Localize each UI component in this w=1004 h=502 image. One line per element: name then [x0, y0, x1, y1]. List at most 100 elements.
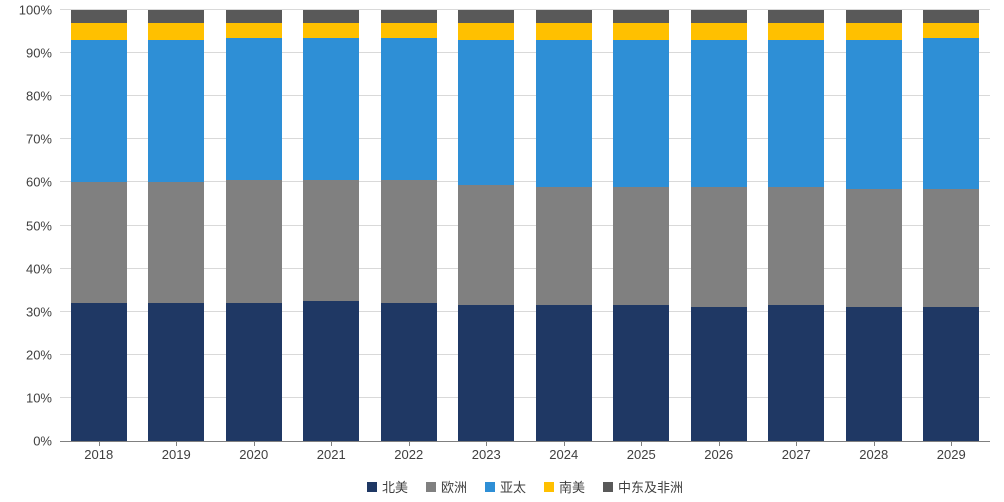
- bar: [458, 10, 514, 441]
- bar-segment: [148, 40, 204, 182]
- x-tick-label: 2029: [937, 441, 966, 462]
- bar-segment: [458, 23, 514, 40]
- bar: [536, 10, 592, 441]
- bar-segment: [381, 180, 437, 303]
- legend-label: 欧洲: [441, 477, 467, 496]
- bar-segment: [768, 187, 824, 306]
- bar-segment: [923, 38, 979, 189]
- bar-segment: [458, 10, 514, 23]
- y-tick-label: 0%: [33, 434, 60, 449]
- x-tick-label: 2025: [627, 441, 656, 462]
- bar-slot: 2028: [835, 10, 913, 441]
- bar-segment: [148, 23, 204, 40]
- x-tick-label: 2020: [239, 441, 268, 462]
- x-tick-label: 2019: [162, 441, 191, 462]
- bar-slot: 2020: [215, 10, 293, 441]
- bar: [846, 10, 902, 441]
- bar-segment: [846, 40, 902, 189]
- bar-segment: [71, 182, 127, 303]
- legend-label: 南美: [559, 477, 585, 496]
- bar-segment: [303, 38, 359, 180]
- bar-segment: [226, 180, 282, 303]
- bar-segment: [846, 307, 902, 441]
- x-tick-label: 2024: [549, 441, 578, 462]
- bar-segment: [923, 307, 979, 441]
- bar-segment: [148, 10, 204, 23]
- bar-segment: [536, 10, 592, 23]
- bar-segment: [691, 23, 747, 40]
- y-tick-label: 80%: [26, 89, 60, 104]
- y-tick-label: 20%: [26, 347, 60, 362]
- bar: [691, 10, 747, 441]
- bar-slot: 2022: [370, 10, 448, 441]
- bar-segment: [536, 23, 592, 40]
- bar-segment: [536, 187, 592, 306]
- bar-segment: [458, 305, 514, 441]
- bar-segment: [226, 303, 282, 441]
- legend-swatch: [485, 482, 495, 492]
- bar: [226, 10, 282, 441]
- x-tick-label: 2022: [394, 441, 423, 462]
- legend-item: 欧洲: [426, 477, 467, 496]
- bar-segment: [71, 303, 127, 441]
- bar-segment: [923, 10, 979, 23]
- y-tick-label: 50%: [26, 218, 60, 233]
- bar-segment: [691, 187, 747, 308]
- bar: [768, 10, 824, 441]
- bar-segment: [613, 305, 669, 441]
- y-tick-label: 90%: [26, 46, 60, 61]
- bar-segment: [226, 38, 282, 180]
- bar-slot: 2026: [680, 10, 758, 441]
- bar-segment: [71, 10, 127, 23]
- legend-item: 北美: [367, 477, 408, 496]
- bar-segment: [846, 23, 902, 40]
- bar-segment: [148, 303, 204, 441]
- bar-segment: [536, 305, 592, 441]
- bar-slot: 2025: [603, 10, 681, 441]
- bar-segment: [303, 301, 359, 441]
- bar: [923, 10, 979, 441]
- y-tick-label: 10%: [26, 390, 60, 405]
- bar-segment: [226, 10, 282, 23]
- bar-segment: [768, 10, 824, 23]
- bar-segment: [381, 23, 437, 38]
- y-tick-label: 40%: [26, 261, 60, 276]
- bar: [613, 10, 669, 441]
- bar-segment: [536, 40, 592, 187]
- bar-slot: 2024: [525, 10, 603, 441]
- plot-area: 0%10%20%30%40%50%60%70%80%90%100%2018201…: [60, 10, 990, 442]
- bar-segment: [381, 303, 437, 441]
- bar-segment: [613, 23, 669, 40]
- bar-slot: 2021: [293, 10, 371, 441]
- bar-segment: [923, 23, 979, 38]
- bar-segment: [303, 180, 359, 301]
- y-tick-label: 60%: [26, 175, 60, 190]
- legend-item: 南美: [544, 477, 585, 496]
- bar-segment: [613, 40, 669, 187]
- bar-segment: [691, 40, 747, 187]
- bar-segment: [303, 10, 359, 23]
- legend-item: 亚太: [485, 477, 526, 496]
- bar-segment: [691, 10, 747, 23]
- bar-segment: [226, 23, 282, 38]
- bar-slot: 2027: [758, 10, 836, 441]
- y-tick-label: 70%: [26, 132, 60, 147]
- bar-segment: [303, 23, 359, 38]
- legend-item: 中东及非洲: [603, 477, 683, 496]
- bar: [71, 10, 127, 441]
- legend-swatch: [426, 482, 436, 492]
- legend: 北美 欧洲亚太 南美 中东及非洲: [60, 477, 990, 496]
- x-tick-label: 2023: [472, 441, 501, 462]
- bar-slot: 2019: [138, 10, 216, 441]
- bar-slot: 2018: [60, 10, 138, 441]
- bar-segment: [381, 10, 437, 23]
- bar-segment: [613, 187, 669, 306]
- bar-segment: [71, 40, 127, 182]
- legend-swatch: [603, 482, 613, 492]
- x-tick-label: 2027: [782, 441, 811, 462]
- legend-swatch: [544, 482, 554, 492]
- stacked-bar-chart: 0%10%20%30%40%50%60%70%80%90%100%2018201…: [0, 0, 1004, 502]
- bar-segment: [768, 40, 824, 187]
- legend-label: 中东及非洲: [618, 477, 683, 496]
- bar-segment: [846, 189, 902, 308]
